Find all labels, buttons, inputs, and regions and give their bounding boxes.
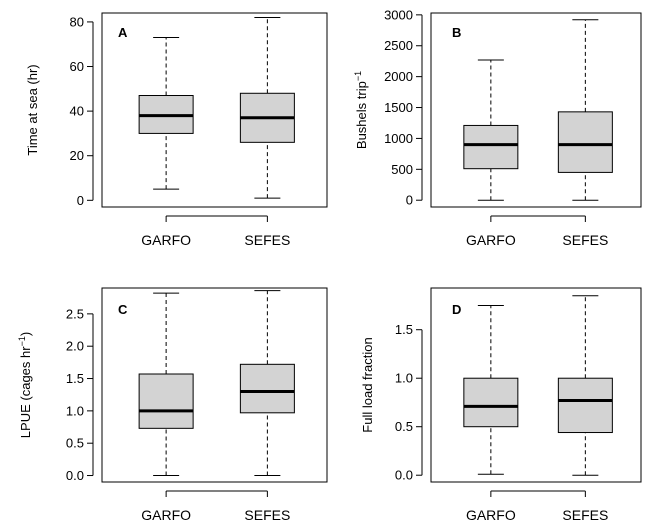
y-tick-label: 1.5 — [66, 371, 84, 386]
category-label-garfo: GARFO — [466, 507, 516, 523]
y-axis-title: Bushels trip−1 — [353, 71, 369, 149]
y-tick-label: 1500 — [384, 100, 413, 115]
plot-frame — [430, 12, 642, 208]
y-tick-label: 0 — [77, 193, 84, 208]
y-axis-title: Full load fraction — [360, 337, 375, 432]
box-sefes — [557, 19, 613, 201]
y-tick-label: 500 — [391, 162, 413, 177]
panel-letter: C — [118, 302, 128, 317]
y-axis-title: Time at sea (hr) — [25, 64, 40, 155]
box-sefes — [557, 295, 613, 476]
y-tick-label: 0.5 — [395, 419, 413, 434]
y-axis-title: LPUE (cages hr−1) — [17, 332, 33, 438]
panel-b: 0 500 1000 1500 2000 2500 3000 GARFO SEFES B Bushe… — [353, 7, 642, 248]
y-axis-title-text: Bushels trip — [354, 81, 369, 149]
category-label-garfo: GARFO — [141, 507, 191, 523]
category-label-sefes: SEFES — [244, 232, 290, 248]
y-axis-title-superscript: −1 — [353, 71, 363, 81]
y-axis-title-text: LPUE (cages hr — [18, 346, 33, 438]
category-label-sefes: SEFES — [244, 507, 290, 523]
y-axis-title-superscript: −1 — [17, 336, 27, 346]
y-tick-label: 0.0 — [395, 468, 413, 483]
y-tick-label: 3000 — [384, 7, 413, 22]
y-axis-title-text: Full load fraction — [360, 337, 375, 432]
y-tick-label: 20 — [70, 148, 84, 163]
category-label-sefes: SEFES — [562, 232, 608, 248]
y-tick-label: 1.5 — [395, 322, 413, 337]
iqr-box — [138, 373, 194, 429]
y-tick-label: 0.0 — [66, 468, 84, 483]
panel-letter: D — [452, 302, 461, 317]
box-sefes — [239, 290, 295, 477]
panel-a: 0 20 40 60 80 GARFO SEFES A Time at sea (hr) — [25, 12, 328, 248]
y-axis-title-text: Time at sea (hr) — [25, 64, 40, 155]
category-label-sefes: SEFES — [562, 507, 608, 523]
y-tick-label: 2.0 — [66, 339, 84, 354]
y-axis-title-end: ) — [18, 332, 33, 336]
iqr-box — [557, 111, 613, 173]
plot-frame — [101, 12, 328, 208]
box-garfo — [138, 37, 194, 190]
box-garfo — [463, 304, 519, 475]
panel-letter: A — [118, 25, 128, 40]
y-tick-label: 80 — [70, 14, 84, 29]
y-tick-label: 1000 — [384, 131, 413, 146]
box-garfo — [138, 292, 194, 477]
panel-d: 0.0 0.5 1.0 1.5 GARFO SEFES D Full load fractio… — [360, 287, 642, 523]
panel-c: 0.0 0.5 1.0 1.5 2.0 2.5 GARFO SEFES C LPUE (cages… — [17, 287, 328, 523]
box-sefes — [239, 16, 295, 199]
y-tick-label: 40 — [70, 104, 84, 119]
panel-letter: B — [452, 25, 461, 40]
y-tick-label: 60 — [70, 59, 84, 74]
y-tick-label: 0 — [406, 193, 413, 208]
iqr-box — [239, 363, 295, 414]
y-tick-label: 0.5 — [66, 436, 84, 451]
plot-frame — [430, 287, 642, 483]
iqr-box — [463, 377, 519, 428]
y-tick-label: 2.5 — [66, 306, 84, 321]
plot-frame — [101, 287, 328, 483]
y-tick-label: 2000 — [384, 69, 413, 84]
y-tick-label: 1.0 — [395, 371, 413, 386]
iqr-box — [557, 377, 613, 434]
iqr-box — [463, 124, 519, 170]
y-tick-label: 2500 — [384, 38, 413, 53]
box-garfo — [463, 59, 519, 201]
category-label-garfo: GARFO — [141, 232, 191, 248]
y-tick-label: 1.0 — [66, 403, 84, 418]
category-label-garfo: GARFO — [466, 232, 516, 248]
